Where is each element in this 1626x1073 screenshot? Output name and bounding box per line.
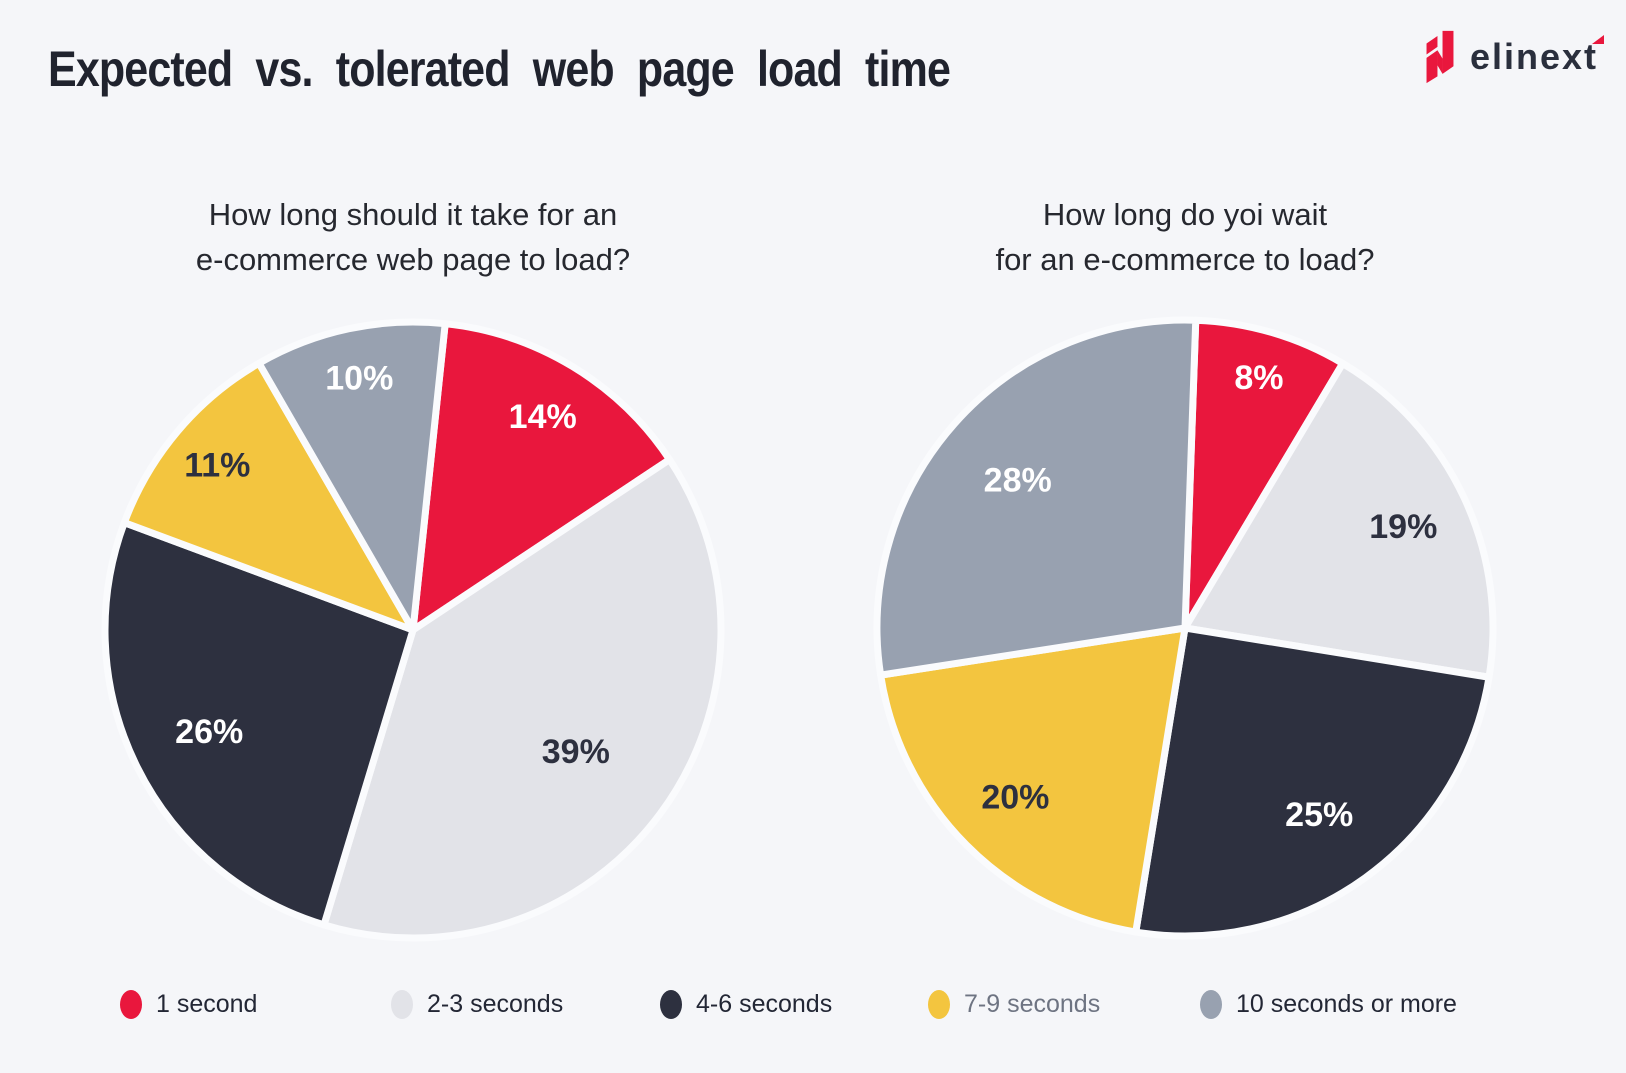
pie-slice-value-label: 14% [509, 398, 577, 436]
page-title: Expected vs. tolerated web page load tim… [48, 41, 951, 97]
pie-slice-value-label: 25% [1285, 796, 1353, 834]
left-chart-title-line1: How long should it take for an [208, 197, 618, 232]
pie-slice-4-6-seconds [101, 519, 417, 929]
pie-slice-value-label: 26% [175, 713, 243, 751]
right-chart-title: How long do yoi wait for an e-commerce t… [835, 192, 1535, 282]
legend-dot-icon [660, 990, 682, 1019]
pie-slice-value-label: 39% [542, 733, 610, 771]
legend-item-2-3-seconds: 2-3 seconds [391, 990, 563, 1019]
legend-item-label: 10 seconds or more [1236, 990, 1457, 1018]
pie-slice-7-9-seconds [877, 624, 1189, 936]
right-chart-title-line2: for an e-commerce to load? [995, 242, 1375, 277]
pie-slice-value-label: 8% [1234, 359, 1283, 397]
legend-item-label: 7-9 seconds [964, 990, 1101, 1018]
pie-slice-7-9-seconds [120, 359, 417, 634]
pie-slice-4-6-seconds [1132, 624, 1493, 940]
legend-item-1-second: 1 second [120, 990, 257, 1019]
pie-slice-value-label: 20% [981, 778, 1049, 816]
pie-chart-tolerated: 8% 19% 25% 20% 28% [873, 316, 1497, 940]
pie-slice-2-3-seconds [1181, 359, 1497, 681]
pie-slice-value-label: 11% [184, 447, 250, 485]
right-chart-title-line1: How long do yoi wait [1042, 197, 1328, 232]
legend-dot-icon [928, 990, 950, 1019]
legend-dot-icon [391, 990, 413, 1019]
left-chart-title-line2: e-commerce web page to load? [195, 242, 631, 277]
pie-slice-value-label: 19% [1369, 508, 1437, 546]
legend-dot-icon [120, 990, 142, 1019]
elinext-logo-icon [1426, 30, 1454, 84]
logo-arrow-icon [1592, 35, 1604, 44]
pie-slice-10-seconds-or-more [255, 318, 449, 634]
elinext-logo: elinext [1424, 30, 1604, 84]
pie-slice-1-second [409, 320, 674, 634]
left-chart-title: How long should it take for an e-commerc… [63, 192, 763, 282]
elinext-logo-text: elinext [1470, 35, 1604, 78]
pie-slice-10-seconds-or-more [873, 316, 1200, 679]
pie-slice-1-second [1181, 316, 1347, 632]
legend-item-4-6-seconds: 4-6 seconds [660, 990, 832, 1019]
pie-slice-value-label: 28% [984, 462, 1052, 500]
pie-chart-expected: 14% 39% 26% 11% 10% [101, 318, 725, 942]
legend-dot-icon [1200, 990, 1222, 1019]
legend-item-7-9-seconds: 7-9 seconds [928, 990, 1100, 1019]
legend-item-10-seconds-or-more: 10 seconds or more [1200, 990, 1457, 1019]
legend-item-label: 2-3 seconds [427, 990, 564, 1018]
pie-slice-value-label: 10% [325, 360, 393, 398]
legend-item-label: 4-6 seconds [696, 990, 833, 1018]
legend-item-label: 1 second [156, 990, 258, 1018]
pie-slice-2-3-seconds [320, 456, 725, 942]
